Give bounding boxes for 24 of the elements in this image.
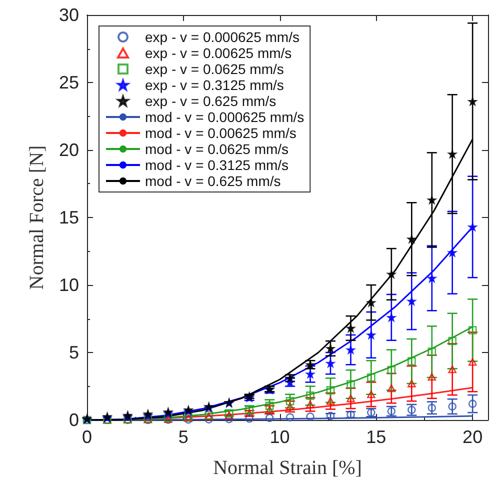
legend-label: exp - v = 0.3125 mm/s [145, 77, 284, 93]
legend-label: exp - v = 0.000625 mm/s [145, 29, 300, 45]
y-tick-label: 0 [68, 410, 79, 430]
x-axis-title: Normal Strain [%] [213, 457, 362, 479]
y-tick-label: 5 [68, 342, 79, 362]
legend-label: mod - v = 0.000625 mm/s [145, 109, 304, 125]
y-tick-label: 30 [58, 5, 79, 25]
legend-label: exp - v = 0.0625 mm/s [145, 61, 284, 77]
legend-label: mod - v = 0.3125 mm/s [145, 157, 289, 173]
y-tick-label: 10 [58, 275, 79, 295]
legend-label: exp - v = 0.625 mm/s [145, 93, 276, 109]
legend-label: mod - v = 0.0625 mm/s [145, 141, 289, 157]
legend-label: mod - v = 0.625 mm/s [145, 173, 281, 189]
legend-label: exp - v = 0.00625 mm/s [145, 45, 292, 61]
y-tick-label: 20 [58, 140, 79, 160]
x-tick-label: 5 [178, 427, 188, 447]
legend-label: mod - v = 0.00625 mm/s [145, 125, 296, 141]
y-tick-label: 25 [58, 72, 79, 92]
x-tick-label: 20 [462, 427, 483, 447]
y-tick-label: 15 [58, 208, 79, 228]
y-axis-title: Normal Force [N] [26, 145, 48, 290]
x-tick-label: 10 [270, 427, 290, 447]
x-tick-label: 0 [82, 427, 92, 447]
x-tick-label: 15 [366, 427, 386, 447]
